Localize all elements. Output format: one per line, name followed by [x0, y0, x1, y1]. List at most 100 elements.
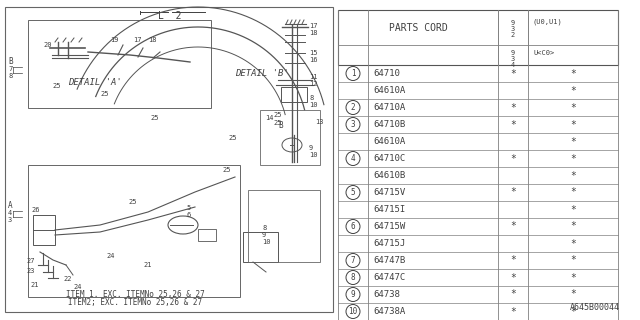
Text: 18: 18: [309, 30, 317, 36]
Text: 21: 21: [30, 282, 38, 288]
Text: *: *: [510, 119, 516, 130]
Text: 8: 8: [8, 73, 12, 79]
Bar: [33, 215, 55, 245]
Text: 27: 27: [26, 258, 35, 264]
Text: 17: 17: [309, 23, 317, 29]
Text: 25: 25: [128, 199, 136, 205]
Bar: [5, 7, 333, 312]
Text: 64715J: 64715J: [373, 239, 405, 248]
Text: 14: 14: [265, 115, 273, 121]
Text: A: A: [8, 201, 13, 210]
Text: B: B: [278, 121, 283, 130]
Text: 64738: 64738: [373, 290, 400, 299]
Text: 25: 25: [273, 112, 282, 118]
Text: *: *: [570, 238, 576, 249]
Text: 10: 10: [262, 239, 271, 245]
Text: 9
3
2: 9 3 2: [511, 20, 515, 38]
Text: 25: 25: [273, 120, 282, 126]
Text: 9: 9: [262, 232, 266, 238]
Text: L  2: L 2: [158, 11, 182, 21]
Text: 10: 10: [309, 152, 317, 158]
Text: 8: 8: [262, 225, 266, 231]
Text: 64710C: 64710C: [373, 154, 405, 163]
Text: 64610A: 64610A: [373, 86, 405, 95]
Text: DETAIL 'A': DETAIL 'A': [68, 77, 122, 86]
Text: 13: 13: [315, 119, 323, 125]
Text: 64710A: 64710A: [373, 103, 405, 112]
Bar: [248, 190, 320, 262]
Text: 5: 5: [351, 188, 355, 197]
Text: *: *: [510, 307, 516, 316]
Text: 7: 7: [8, 66, 12, 72]
Text: *: *: [510, 221, 516, 231]
Text: *: *: [570, 119, 576, 130]
Bar: [260, 110, 320, 165]
Text: 8: 8: [309, 95, 313, 101]
Text: 4: 4: [8, 210, 12, 216]
Text: 12: 12: [309, 81, 317, 87]
Text: 4: 4: [351, 154, 355, 163]
Text: 25: 25: [150, 115, 159, 121]
Text: *: *: [570, 154, 576, 164]
Text: 8: 8: [351, 273, 355, 282]
Text: *: *: [570, 255, 576, 266]
Text: ITEM 1. EXC. ITEMNo 25,26 & 27: ITEM 1. EXC. ITEMNo 25,26 & 27: [66, 290, 204, 299]
Bar: [281, 87, 307, 102]
Text: 64747B: 64747B: [373, 256, 405, 265]
Text: 9: 9: [309, 145, 313, 151]
Text: ITEM2; EXC. ITEMNo 25,26 & 27: ITEM2; EXC. ITEMNo 25,26 & 27: [68, 298, 202, 307]
Text: *: *: [570, 204, 576, 214]
Text: PARTS CORD: PARTS CORD: [388, 22, 447, 33]
Bar: [28, 20, 211, 108]
Text: 64715W: 64715W: [373, 222, 405, 231]
Text: *: *: [510, 154, 516, 164]
Text: *: *: [570, 102, 576, 113]
Text: 6: 6: [186, 212, 190, 218]
Text: 10: 10: [348, 307, 358, 316]
Text: B: B: [8, 57, 13, 66]
Text: 18: 18: [148, 37, 157, 43]
Bar: [28, 165, 240, 297]
Bar: [198, 229, 216, 241]
Text: 3: 3: [351, 120, 355, 129]
Text: *: *: [570, 137, 576, 147]
Text: 11: 11: [309, 74, 317, 80]
Text: 25: 25: [222, 167, 230, 173]
Text: 19: 19: [110, 37, 118, 43]
Text: 22: 22: [63, 276, 72, 282]
Text: 25: 25: [228, 135, 237, 141]
Text: 64715I: 64715I: [373, 205, 405, 214]
Text: 64610B: 64610B: [373, 171, 405, 180]
Text: *: *: [570, 221, 576, 231]
Text: *: *: [570, 188, 576, 197]
Text: 1: 1: [351, 69, 355, 78]
Text: *: *: [510, 290, 516, 300]
Text: 20: 20: [43, 42, 51, 48]
Text: A645B00044: A645B00044: [570, 303, 620, 312]
Text: 5: 5: [186, 205, 190, 211]
Text: (U0,U1): (U0,U1): [533, 18, 563, 25]
Text: *: *: [570, 307, 576, 316]
Text: 24: 24: [73, 284, 81, 290]
Text: *: *: [570, 273, 576, 283]
Text: 9
3
4: 9 3 4: [511, 50, 515, 68]
Text: 64710: 64710: [373, 69, 400, 78]
Text: 17: 17: [133, 37, 141, 43]
Text: 23: 23: [26, 268, 35, 274]
Text: 15: 15: [309, 50, 317, 56]
Text: 7: 7: [351, 256, 355, 265]
Text: 64715V: 64715V: [373, 188, 405, 197]
Bar: [243, 232, 278, 262]
Text: U<C0>: U<C0>: [533, 50, 554, 56]
Text: 21: 21: [143, 262, 152, 268]
Text: 10: 10: [309, 102, 317, 108]
Text: *: *: [510, 273, 516, 283]
Text: 64738A: 64738A: [373, 307, 405, 316]
Text: *: *: [570, 85, 576, 95]
Text: 64747C: 64747C: [373, 273, 405, 282]
Text: 9: 9: [351, 290, 355, 299]
Text: *: *: [570, 171, 576, 180]
Text: 64710B: 64710B: [373, 120, 405, 129]
Text: 3: 3: [8, 217, 12, 223]
Text: 24: 24: [106, 253, 115, 259]
